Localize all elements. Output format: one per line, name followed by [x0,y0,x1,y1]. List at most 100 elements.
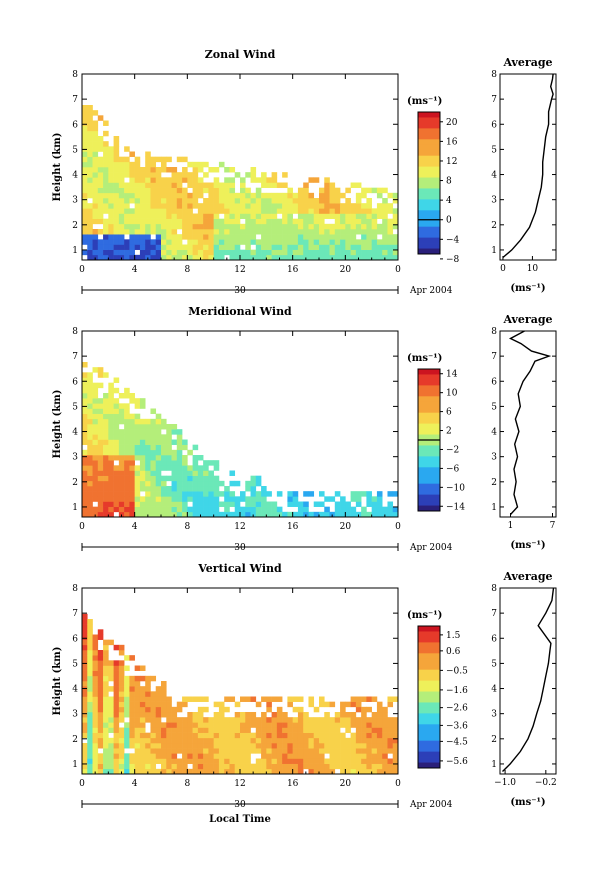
heatmap-cell [250,223,257,230]
heatmap-cell [229,501,236,507]
profile-frame [499,587,557,775]
heatmap-cell [108,156,114,163]
heatmap-cell [166,218,172,225]
heatmap-cell [145,208,151,214]
heatmap-cell [92,634,99,640]
heatmap-cell [282,763,288,770]
heatmap-cell [203,696,209,702]
heatmap-cell [366,496,372,502]
heatmap-cell [208,717,214,723]
heatmap-cell [192,182,199,188]
heatmap-cell [292,722,299,728]
y-tick-label: 4 [72,428,78,438]
heatmap-cell [345,506,351,513]
heatmap-cell [303,213,309,219]
heatmap-cell [139,753,146,759]
heatmap-cell [92,429,99,435]
heatmap-cell [145,161,151,168]
heatmap-cell [108,429,114,435]
heatmap-cell [229,727,236,733]
heatmap-cell [171,455,178,461]
heatmap-cell [266,234,272,240]
heatmap-cell [245,743,251,749]
heatmap-cell [324,701,330,708]
heatmap-cell [145,686,151,692]
heatmap-cell [97,198,104,204]
heatmap-cell [155,501,162,507]
heatmap-cell [292,696,299,702]
heatmap-cell [229,768,236,775]
heatmap-cell [103,686,109,692]
heatmap-cell [129,496,135,502]
profile-frame [499,330,557,518]
heatmap-cell [134,177,141,183]
heatmap-cell [234,753,241,759]
heatmap-cell [97,634,104,640]
heatmap-cell [282,244,288,250]
heatmap-cell [124,403,130,409]
heatmap-cell [166,192,172,199]
heatmap-cell [166,249,172,256]
heatmap-cell [197,208,204,214]
heatmap-cell [229,491,236,497]
heatmap-cell [150,198,157,204]
heatmap-cell [255,192,262,199]
heatmap-cell [92,732,99,739]
heatmap-cell [139,177,146,183]
heatmap-cell [161,460,167,466]
heatmap-cell [92,470,99,476]
heatmap-cell [118,203,125,209]
heatmap-cell [176,768,183,775]
x-tick-label: 20 [340,779,352,789]
x-tick-label: 8 [184,522,190,532]
heatmap-cell [166,424,172,430]
colorbar-segment [418,664,440,671]
heatmap-cell [129,506,135,513]
heatmap-cell [234,727,241,733]
heatmap-cell [376,758,383,764]
heatmap-cell [82,619,88,625]
heatmap-cell [234,758,241,764]
heatmap-cell [366,239,372,245]
heatmap-cell [82,486,88,492]
heatmap-cell [92,434,99,440]
heatmap-cell [340,748,346,754]
heatmap-cell [218,249,225,256]
heatmap-cell [87,403,93,409]
heatmap-cell [108,382,114,389]
heatmap-cell [124,434,130,440]
heatmap-cell [255,491,262,497]
heatmap-cell [108,439,114,445]
heatmap-cell [139,768,146,775]
heatmap-cell [224,748,230,754]
heatmap-cell [261,244,267,250]
heatmap-cell [145,198,151,204]
heatmap-cell [261,239,267,245]
heatmap-cell [176,244,183,250]
heatmap-cell [108,223,114,230]
heatmap-cell [187,223,193,230]
x-tick-label: 4 [132,265,138,275]
heatmap-cell [229,218,236,225]
heatmap-cell [234,722,241,728]
heatmap-cell [103,203,109,209]
heatmap-cell [297,229,304,235]
heatmap-cell [213,203,220,209]
profile-title: Average [502,313,552,326]
heatmap-cell [366,218,372,225]
heatmap-cell [350,696,357,702]
heatmap-cell [113,249,120,256]
heatmap-cell [129,161,135,168]
heatmap-cell [255,732,262,739]
heatmap-cell [145,449,151,456]
heatmap-cell [118,712,125,718]
heatmap-cell [113,136,120,142]
heatmap-cell [187,161,193,168]
heatmap-cell [92,249,99,256]
heatmap-cell [82,670,88,677]
heatmap-cell [124,665,130,671]
heatmap-cell [176,491,183,497]
heatmap-cell [292,743,299,749]
heatmap-cell [240,177,246,183]
